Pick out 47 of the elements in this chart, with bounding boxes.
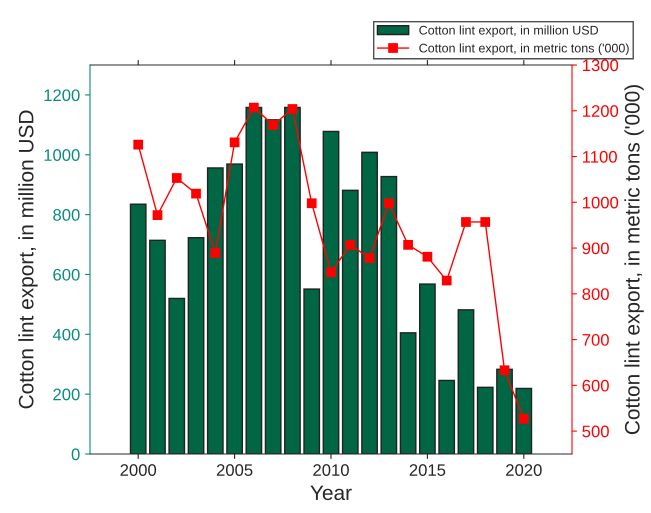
x-tick-label: 2015	[410, 464, 446, 476]
y-tick-label: 1000	[44, 149, 80, 161]
point	[191, 188, 201, 198]
y2-tick-label: 600	[582, 380, 609, 392]
y-axis-title: Cotton lint export, in million USD	[18, 110, 38, 408]
y2-tick-label: 900	[582, 242, 609, 254]
x-axis-title: Year	[310, 486, 352, 500]
x-tick-label: 2010	[313, 464, 349, 476]
y-tick-label: 0	[72, 448, 80, 460]
x-tick-label: 2020	[506, 464, 542, 476]
point	[133, 140, 144, 150]
point	[230, 137, 240, 148]
point	[480, 217, 490, 227]
point	[442, 276, 452, 286]
point	[152, 210, 162, 220]
point	[345, 240, 356, 250]
y2-tick-label: 1000	[582, 196, 618, 208]
y-tick-label: 800	[53, 209, 80, 221]
y2-tick-label: 1300	[582, 59, 618, 72]
point	[306, 198, 317, 208]
y-tick-label: 1200	[44, 89, 80, 102]
point	[422, 252, 432, 262]
point	[210, 248, 220, 258]
y2-axis-title: Cotton lint export, in metric tons ('000)	[624, 85, 644, 434]
y-tick-label: 200	[53, 388, 80, 400]
point	[518, 414, 529, 424]
point	[268, 120, 278, 130]
point	[326, 267, 336, 278]
point	[500, 365, 510, 376]
point	[364, 253, 374, 263]
y2-tick-label: 800	[582, 288, 609, 300]
point	[461, 217, 471, 227]
y-tick-label: 400	[52, 328, 80, 341]
y2-tick-label: 700	[582, 334, 609, 346]
point	[172, 173, 182, 183]
y2-tick-label: 500	[582, 426, 609, 438]
y-tick-label: 600	[53, 268, 80, 281]
point	[384, 198, 394, 208]
x-tick-label: 2000	[120, 464, 156, 476]
y2-tick-label: 1100	[582, 150, 617, 163]
legend-label: Cotton lint export, in metric tons ('000)	[419, 43, 629, 55]
point	[288, 104, 298, 114]
legend-label: Cotton lint export, in million USD	[419, 25, 598, 38]
x-tick-label: 2005	[216, 464, 252, 476]
y2-tick-label: 1200	[582, 105, 618, 117]
point	[403, 240, 413, 250]
point	[249, 102, 259, 112]
